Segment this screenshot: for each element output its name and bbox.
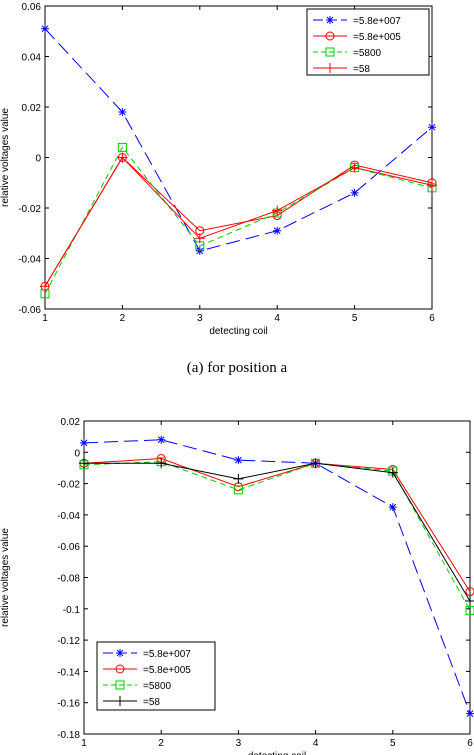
chart-b-series-line xyxy=(83,458,471,592)
chart-b-legend-label: =5.8e+005 xyxy=(143,665,191,676)
chart-b-ytick-label: -0.06 xyxy=(57,542,80,553)
chart-a-data-point xyxy=(428,123,436,132)
chart-a-legend-label: =5800 xyxy=(353,48,382,59)
chart-a-data-point xyxy=(41,24,49,33)
chart-a-series-3 xyxy=(40,152,437,292)
chart-a-xtick-label: 2 xyxy=(120,313,126,324)
chart-b-ytick-label: -0.04 xyxy=(57,511,80,522)
chart-b-data-point xyxy=(465,595,474,606)
chart-b-data-point xyxy=(79,458,89,469)
chart-b-data-point xyxy=(310,458,321,469)
chart-a-data-point xyxy=(117,142,127,152)
chart-b-legend-label: =5.8e+007 xyxy=(143,649,191,660)
chart-a-legend-marker xyxy=(326,16,334,24)
chart-a-x-axis-label: detecting coil xyxy=(209,326,267,337)
chart-b-data-point xyxy=(80,438,88,447)
chart-b-data-point xyxy=(234,456,243,465)
chart-b-data-point xyxy=(233,473,244,484)
chart-b-xtick-label: 1 xyxy=(81,738,87,749)
chart-a-legend-marker xyxy=(325,63,335,73)
chart-a-xtick-label: 4 xyxy=(274,313,280,324)
chart-a-series-line xyxy=(44,156,433,287)
chart-a-data-point xyxy=(272,205,283,216)
chart-a-ytick-label: -0.04 xyxy=(18,255,41,266)
chart-b-data-point xyxy=(388,503,397,512)
chart-b-ytick-label: 0 xyxy=(74,448,80,459)
chart-a-legend: =5.8e+007 =5.8e+005 =5800 =58 xyxy=(306,8,430,76)
chart-a-xtick-label: 6 xyxy=(429,313,435,324)
chart-b-ytick-label: -0.02 xyxy=(57,480,80,491)
chart-a-data-point xyxy=(117,152,128,163)
chart-a-data-point xyxy=(350,188,359,197)
chart-a-data-point xyxy=(427,180,437,191)
chart-b-ytick-label: 0.02 xyxy=(61,417,81,428)
chart-a-data-point xyxy=(349,162,360,173)
chart-b-ytick-label: -0.18 xyxy=(57,730,80,741)
chart-b-legend-label: =58 xyxy=(143,697,160,708)
chart-a-data-point xyxy=(118,108,127,117)
chart-a-legend-label: =58 xyxy=(353,64,370,75)
chart-b-data-point xyxy=(157,435,166,444)
chart-a-ytick-label: 0.04 xyxy=(22,53,42,64)
chart-b-legend-marker xyxy=(116,649,124,657)
chart-a-ytick-label: 0 xyxy=(35,154,41,165)
chart-b-legend-marker xyxy=(115,696,125,706)
chart-a-ytick-label: -0.06 xyxy=(18,305,41,316)
chart-a-data-point xyxy=(40,281,50,292)
chart-b-ytick-label: -0.16 xyxy=(57,699,80,710)
chart-b-y-axis-label: relative voltages value xyxy=(0,528,11,627)
chart-b-legend-label: =5800 xyxy=(143,681,172,692)
chart-b-ytick-label: -0.1 xyxy=(63,605,81,616)
chart-b-xtick-label: 6 xyxy=(467,738,473,749)
chart-a-series-2 xyxy=(40,142,437,299)
chart-b-series-3 xyxy=(79,458,474,606)
figure-caption: (a) for position a xyxy=(186,360,288,376)
chart-a-legend-label: =5.8e+005 xyxy=(353,32,401,43)
chart-b-data-point xyxy=(387,467,398,478)
chart-a-ytick-label: 0.02 xyxy=(22,103,42,114)
chart-b-x-axis-label: detecting coil xyxy=(248,751,306,755)
chart-b-legend-marker xyxy=(115,680,125,690)
chart-b-series-2 xyxy=(79,457,474,615)
chart-a-legend-label: =5.8e+007 xyxy=(353,16,401,27)
chart-a-ytick-label: -0.02 xyxy=(18,204,41,215)
chart-position-a: 0.06 0.04 0.02 0 -0.02 -0.04 -0.061 2 3 4 5 6 detect… xyxy=(0,2,437,337)
chart-b-series-line xyxy=(83,439,471,714)
chart-a-data-point xyxy=(273,226,282,235)
chart-a-series-0 xyxy=(41,24,436,255)
chart-a-ytick-label: 0.06 xyxy=(22,2,42,13)
chart-a-xtick-label: 1 xyxy=(42,313,48,324)
chart-a-data-point xyxy=(195,246,204,255)
chart-a-xtick-label: 3 xyxy=(197,313,203,324)
chart-b-data-point xyxy=(465,587,474,597)
chart-b-series-line xyxy=(84,462,471,602)
chart-b-ytick-label: -0.08 xyxy=(57,574,80,585)
chart-a-legend-marker xyxy=(325,47,335,57)
chart-b-series-1 xyxy=(79,454,474,597)
chart-b-series-line xyxy=(83,461,471,611)
chart-b-data-point xyxy=(156,458,167,469)
chart-b-data-point xyxy=(233,485,243,495)
chart-b-data-point xyxy=(466,709,474,718)
chart-a-xtick-label: 5 xyxy=(352,313,358,324)
chart-a-y-axis-label: relative voltages value xyxy=(0,108,11,207)
chart-b-xtick-label: 4 xyxy=(313,738,319,749)
chart-b-ytick-label: -0.14 xyxy=(57,667,80,678)
chart-b-ytick-label: -0.12 xyxy=(57,636,80,647)
chart-b-legend-marker xyxy=(115,664,125,674)
chart-b-xtick-label: 2 xyxy=(158,738,164,749)
chart-position-b: 0.02 0 -0.02 -0.04 -0.06 -0.08 -0.1 -0.12 -0.14 -… xyxy=(0,417,474,755)
chart-b-xtick-label: 3 xyxy=(236,738,242,749)
chart-a-series-line xyxy=(44,146,433,295)
chart-a-data-point xyxy=(194,233,205,244)
chart-a-series-line xyxy=(44,28,433,252)
chart-b-xtick-label: 5 xyxy=(390,738,396,749)
chart-b-data-point xyxy=(465,605,474,615)
chart-b-legend: =5.8e+007 =5.8e+005 =5800 =58 xyxy=(96,641,216,711)
chart-a-legend-marker xyxy=(325,31,335,41)
